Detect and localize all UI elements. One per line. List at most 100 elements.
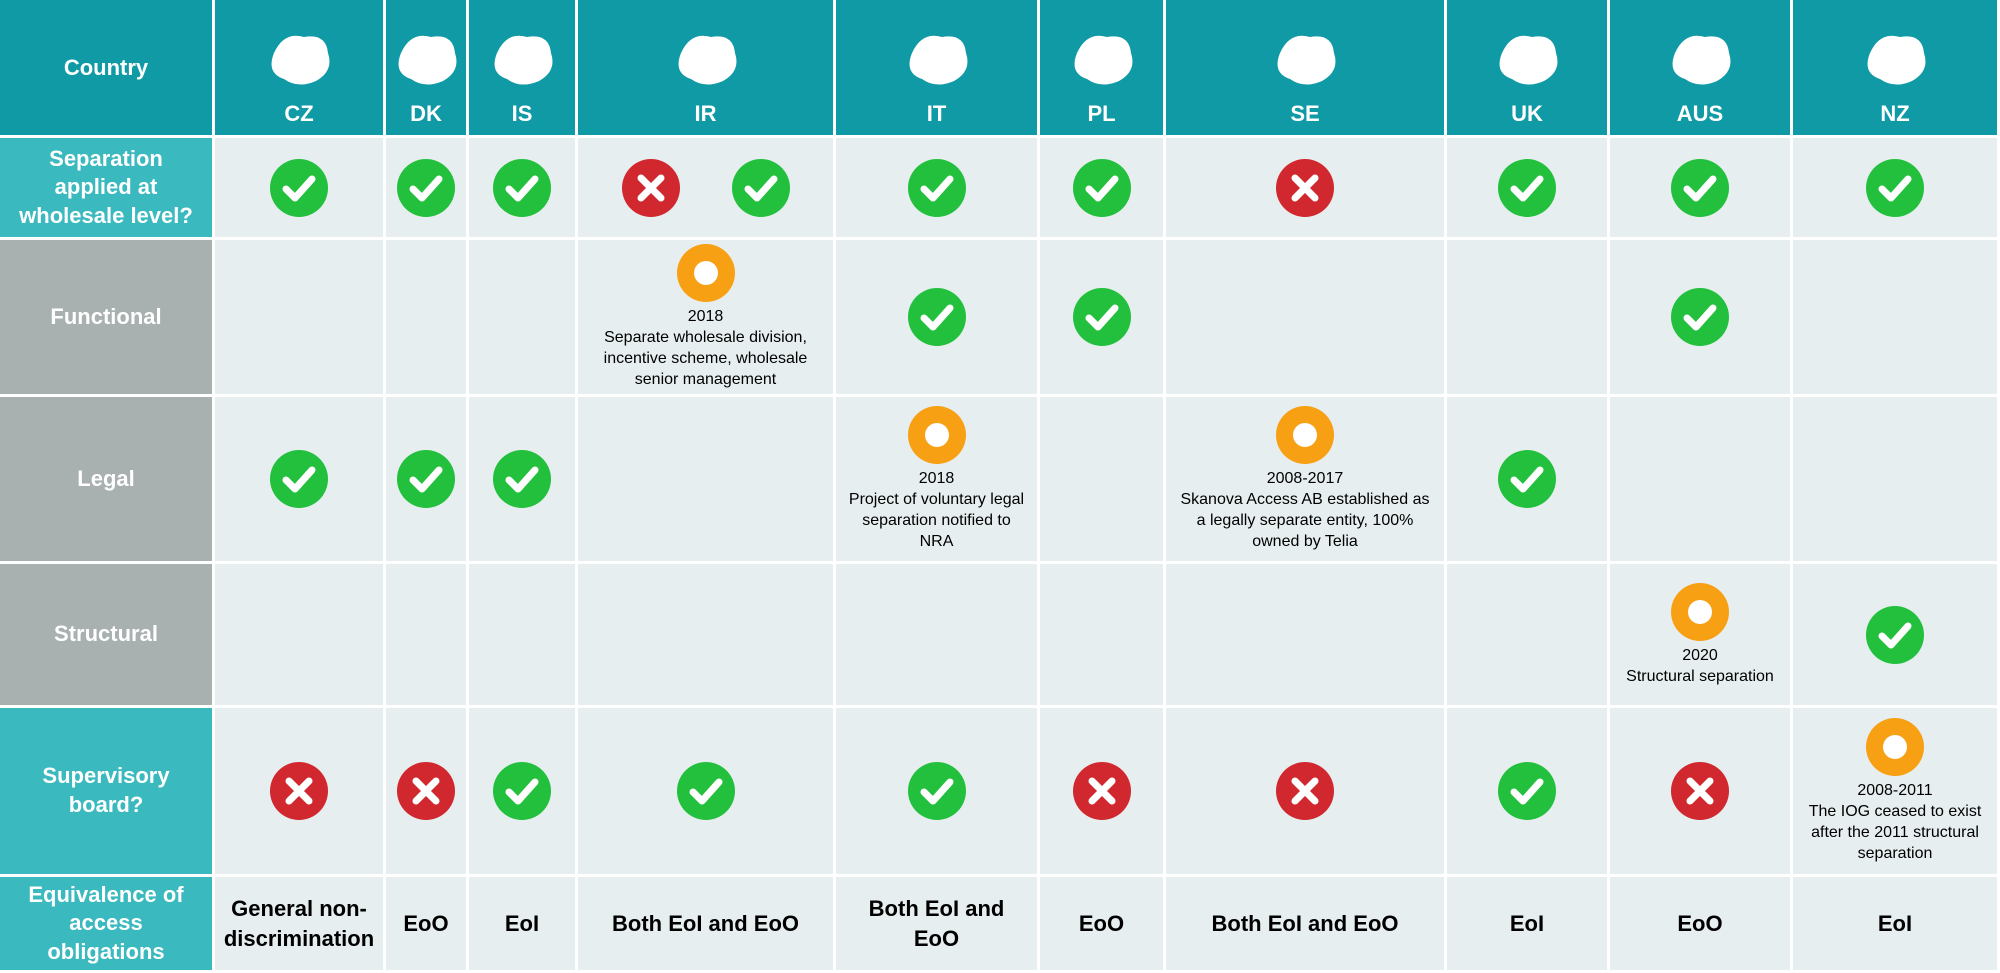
country-code: PL: [1087, 101, 1116, 126]
equivalence-text: Both EoI and EoO: [612, 910, 799, 936]
ring-icon: [1276, 406, 1334, 465]
table-cell: [1447, 240, 1610, 397]
table-cell: [215, 397, 386, 564]
check-icon: [1072, 288, 1131, 346]
row-label: Structural: [0, 564, 215, 708]
equivalence-text: EoI: [1509, 910, 1545, 936]
icon-group: [396, 449, 456, 509]
note-year: 2020: [1682, 646, 1718, 664]
table-cell: [1610, 708, 1793, 877]
equivalence-text: General non-discrimination: [223, 895, 375, 951]
cross-icon: [397, 762, 455, 820]
icon-group: [907, 761, 967, 821]
note: 2008-2011 The IOG ceased to exist after t…: [1793, 781, 1997, 864]
note-text: Structural separation: [1626, 667, 1774, 685]
icon-group: [1670, 761, 1730, 821]
table-cell: EoI: [1793, 877, 2000, 973]
country-code: IR: [694, 101, 717, 126]
table-cell: Both EoI and EoO: [578, 877, 836, 973]
table-cell: [1447, 708, 1610, 877]
country-map: [1499, 35, 1558, 85]
country-code: CZ: [284, 101, 314, 126]
table-cell: [215, 240, 386, 397]
ring-icon: [1866, 718, 1924, 777]
check-icon: [270, 450, 328, 508]
country-map: [271, 35, 330, 85]
country-header: IR: [578, 0, 836, 138]
table-cell: [469, 564, 578, 708]
country-code: DK: [410, 101, 442, 126]
country-header: DK: [386, 0, 469, 138]
icon-group: [1670, 158, 1730, 218]
table-cell: EoI: [469, 877, 578, 973]
equivalence-text: Both EoI and EoO: [1211, 910, 1399, 936]
table-cell: Both EoI and EoO: [1166, 877, 1447, 973]
table-cell: [836, 564, 1040, 708]
check-icon: [493, 450, 551, 508]
country-map: [678, 35, 736, 85]
note-text: Skanova Access AB established as a legal…: [1180, 491, 1430, 550]
country-header: UK: [1447, 0, 1610, 138]
icon-group: [396, 158, 456, 218]
check-icon: [1072, 158, 1131, 217]
table-cell: EoO: [1610, 877, 1793, 973]
country-header: IT: [836, 0, 1040, 138]
equivalence-text: Both EoI and EoO: [868, 895, 1005, 951]
country-map: [1672, 35, 1731, 85]
table-cell: [386, 564, 469, 708]
icon-group: [1275, 158, 1335, 218]
icon-group: [1275, 405, 1335, 465]
country-header: IS: [469, 0, 578, 138]
equivalence-text: EoO: [1677, 910, 1723, 936]
check-icon: [1498, 450, 1556, 508]
icon-group: [907, 158, 967, 218]
check-icon: [1866, 158, 1924, 217]
table-cell: [386, 240, 469, 397]
country-code: IS: [511, 101, 533, 126]
table-cell: [1447, 564, 1610, 708]
check-icon: [1866, 605, 1924, 664]
icon-group: [1072, 158, 1132, 218]
note: 2008-2017 Skanova Access AB established a…: [1166, 469, 1444, 552]
table-cell: [836, 138, 1040, 240]
check-icon: [493, 762, 551, 820]
country-code: IT: [926, 101, 947, 126]
table-cell: [1040, 240, 1166, 397]
icon-group: [269, 761, 329, 821]
icon-group: [492, 158, 552, 218]
icon-group: [492, 761, 552, 821]
table-cell: [578, 708, 836, 877]
cross-icon: [270, 762, 328, 820]
table-cell: [1447, 138, 1610, 240]
table-cell: EoI: [1447, 877, 1610, 973]
table-cell: [1793, 397, 2000, 564]
note-text: Separate wholesale division, incentive s…: [603, 329, 808, 388]
country-header: PL: [1040, 0, 1166, 138]
icon-group: [1072, 287, 1132, 347]
table-cell: [469, 708, 578, 877]
icon-group: [1497, 449, 1557, 509]
table-cell: [215, 708, 386, 877]
icon-group: [676, 761, 736, 821]
country-header: AUS: [1610, 0, 1793, 138]
country-header: NZ: [1793, 0, 2000, 138]
note-text: The IOG ceased to exist after the 2011 s…: [1808, 803, 1982, 862]
note-year: 2018: [918, 470, 955, 488]
check-icon: [907, 762, 966, 820]
ring-icon: [1671, 582, 1729, 641]
icon-group: [1670, 582, 1730, 642]
icon-group: [1670, 287, 1730, 347]
country-code: AUS: [1676, 101, 1724, 126]
equivalence-text: EoI: [1877, 910, 1913, 936]
header-cell: Country: [0, 0, 215, 138]
check-icon: [907, 158, 966, 217]
country-code: SE: [1290, 101, 1320, 126]
table-cell: [836, 708, 1040, 877]
icon-group: [621, 158, 791, 218]
check-icon: [731, 158, 790, 217]
table-cell: 2020 Structural separation: [1610, 564, 1793, 708]
ring-icon: [676, 244, 735, 303]
table-cell: [469, 138, 578, 240]
row-label: Legal: [0, 397, 215, 564]
